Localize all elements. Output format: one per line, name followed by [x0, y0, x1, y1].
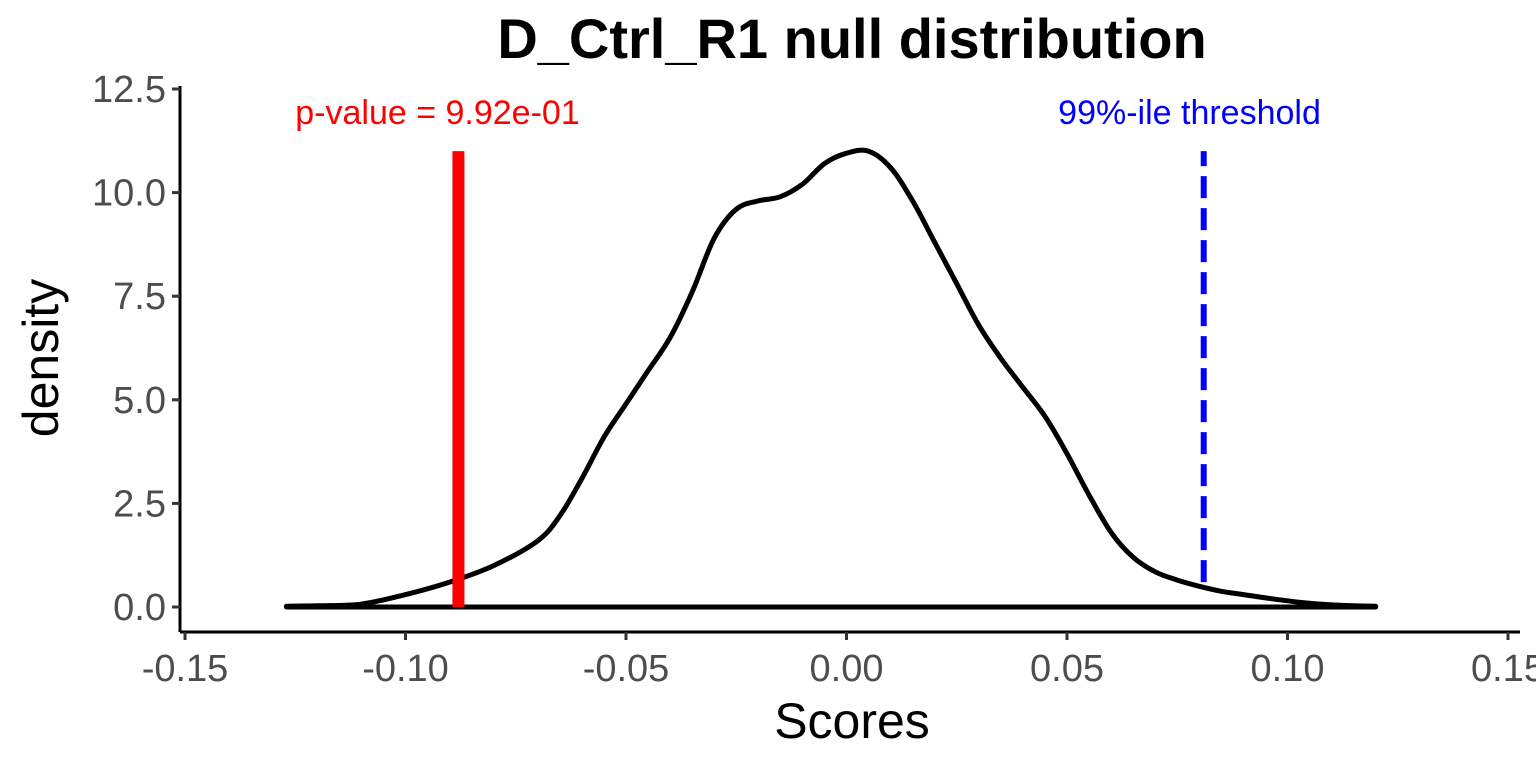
x-tick-label: -0.05 [583, 648, 670, 690]
y-axis-title-group: density [13, 279, 69, 437]
x-tick-label: 0.05 [1030, 648, 1104, 690]
x-axis-title: Scores [774, 693, 930, 749]
p-value-label: p-value = 9.92e-01 [295, 94, 579, 132]
y-tick-label: 7.5 [113, 276, 166, 318]
y-tick-label: 10.0 [92, 173, 166, 215]
plot-layer: 0.0 2.5 5.0 7.5 10.0 12.5 -0.15 -0.10 -0.05 0.00 0… [92, 69, 1536, 690]
y-tick-label: 12.5 [92, 69, 166, 111]
y-tick-label: 2.5 [113, 483, 166, 525]
density-curve [283, 147, 1379, 609]
threshold-label: 99%-ile threshold [1058, 94, 1321, 132]
x-tick-label: -0.10 [362, 648, 449, 690]
x-tick-label: 0.00 [810, 648, 884, 690]
y-axis-title: density [13, 279, 69, 437]
y-tick-label: 0.0 [113, 587, 166, 629]
y-tick-label: 5.0 [113, 380, 166, 422]
x-tick-label: 0.15 [1471, 648, 1536, 690]
chart-title: D_Ctrl_R1 null distribution [497, 7, 1206, 70]
x-tick-label: 0.10 [1251, 648, 1325, 690]
x-tick-label: -0.15 [142, 648, 229, 690]
